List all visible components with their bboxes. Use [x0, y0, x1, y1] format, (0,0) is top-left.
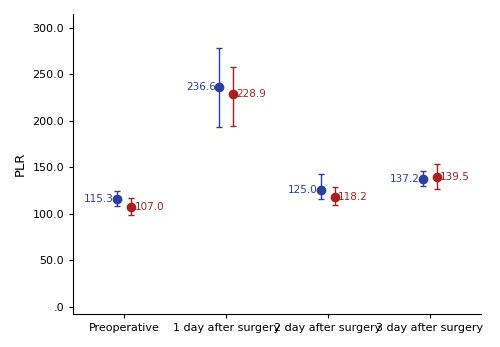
Text: 115.3: 115.3	[84, 194, 114, 204]
Text: 139.5: 139.5	[440, 172, 470, 182]
Y-axis label: PLR: PLR	[14, 152, 27, 176]
Text: 236.6: 236.6	[186, 82, 216, 92]
Text: 137.2: 137.2	[390, 174, 420, 184]
Text: 125.0: 125.0	[288, 186, 318, 195]
Text: 228.9: 228.9	[236, 89, 266, 99]
Text: 107.0: 107.0	[134, 202, 164, 212]
Text: 118.2: 118.2	[338, 192, 368, 202]
